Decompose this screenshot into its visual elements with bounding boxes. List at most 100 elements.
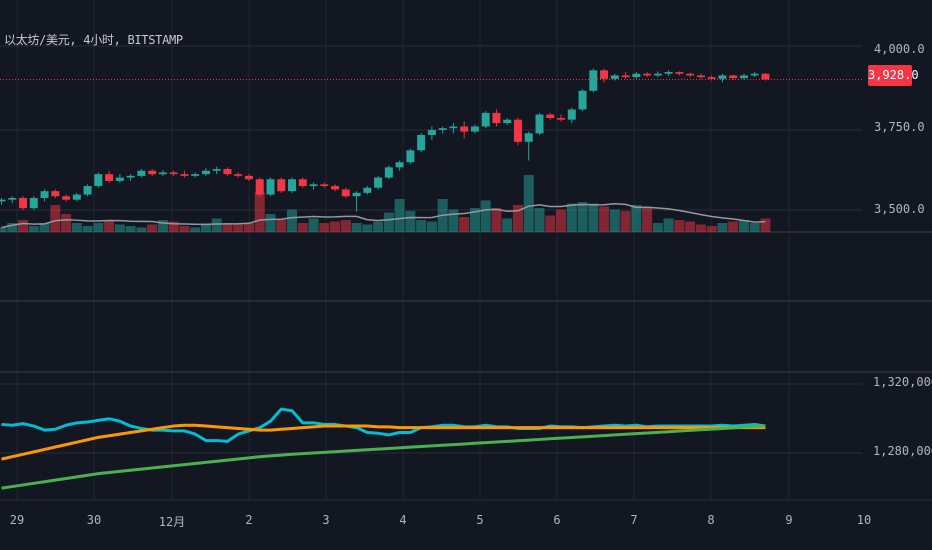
volume-bar: [609, 209, 620, 232]
volume-bar: [157, 220, 168, 232]
volume-bar: [523, 175, 534, 232]
candle-body: [288, 179, 297, 192]
candle-body: [298, 179, 307, 187]
candle-body: [481, 112, 490, 127]
time-label-8: 8: [707, 513, 715, 527]
volume-bar: [340, 220, 351, 232]
candle-body: [51, 191, 60, 197]
candle-body: [126, 175, 135, 178]
volume-bar: [685, 221, 696, 232]
volume-bar: [7, 223, 18, 232]
candle-body: [535, 114, 544, 134]
volume-bar: [0, 227, 7, 232]
time-label-dec: 12月: [158, 515, 186, 529]
volume-bar: [233, 224, 244, 232]
time-label-2: 2: [245, 513, 253, 527]
candle-body: [191, 174, 200, 176]
candle-body: [610, 75, 619, 79]
candle-body: [266, 179, 275, 195]
candle-body: [739, 75, 748, 79]
orange-indicator-line: [1, 423, 766, 461]
candle-body: [492, 112, 501, 124]
volume-bar: [71, 223, 82, 232]
volume-bar: [136, 227, 147, 232]
candle-body: [8, 197, 17, 200]
candle-body: [653, 73, 662, 76]
volume-bar: [319, 223, 330, 232]
volume-bar: [147, 224, 158, 232]
volume-bar: [749, 223, 760, 232]
candle-body: [664, 72, 673, 74]
volume-bar: [28, 226, 39, 232]
candle-body: [567, 109, 576, 120]
candle-body: [460, 126, 469, 132]
candle-body: [277, 179, 286, 192]
volume-bar: [383, 212, 394, 232]
volume-bar: [556, 209, 567, 232]
candle-body: [384, 167, 393, 178]
volume-bar: [276, 220, 287, 232]
volume-bar: [330, 221, 341, 232]
volume-bar: [308, 218, 319, 232]
candle-body: [546, 114, 555, 118]
volume-bar: [631, 205, 642, 232]
symbol-title[interactable]: 以太坊/美元, 4小时, BITSTAMP: [4, 33, 183, 47]
volume-bar: [512, 205, 523, 232]
volume-bar: [168, 221, 179, 232]
candle-body: [417, 135, 426, 151]
volume-bar: [480, 200, 491, 232]
volume-bar: [297, 223, 308, 232]
volume-bar: [211, 218, 222, 232]
time-label-9: 9: [785, 513, 793, 527]
indicator-tick-1320000: 1,320,000.0: [873, 375, 932, 389]
time-label-7: 7: [630, 513, 638, 527]
volume-bar: [125, 226, 136, 232]
candle-body: [320, 184, 329, 187]
candle-body: [761, 73, 770, 80]
volume-bar: [265, 214, 276, 232]
time-label-29: 29: [9, 513, 25, 527]
candle-body: [395, 162, 404, 168]
volume-bar: [82, 226, 93, 232]
last-price-label: 3,928.0: [868, 65, 919, 86]
candle-body: [223, 169, 232, 175]
candle-body: [750, 73, 759, 76]
price-tick-3500: 3,500.0: [874, 202, 925, 216]
volume-bar: [469, 208, 480, 232]
volume-bar: [459, 217, 470, 232]
candle-body: [686, 73, 695, 76]
candle-body: [578, 90, 587, 110]
volume-bar: [405, 211, 416, 232]
candle-body: [427, 129, 436, 135]
candle-body: [255, 179, 264, 195]
volume-bar: [502, 218, 513, 232]
candle-body: [449, 126, 458, 129]
volume-bar: [114, 224, 125, 232]
candle-body: [524, 133, 533, 142]
volume-bar: [599, 206, 610, 232]
volume-bar: [706, 226, 717, 232]
candle-body: [696, 75, 705, 78]
time-label-6: 6: [553, 513, 561, 527]
time-label-5: 5: [476, 513, 484, 527]
volume-bar: [287, 209, 298, 232]
volume-ma-line: [1, 203, 766, 229]
candle-body: [331, 186, 340, 190]
volume-bar: [728, 221, 739, 232]
volume-bar: [620, 211, 631, 232]
volume-bar: [491, 208, 502, 232]
time-label-10: 10: [856, 513, 872, 527]
candle-body: [363, 187, 372, 193]
candle-body: [212, 169, 221, 171]
volume-bar: [93, 223, 104, 232]
candle-body: [643, 73, 652, 76]
time-label-4: 4: [399, 513, 407, 527]
volume-bar: [717, 223, 728, 232]
candle-body: [148, 170, 157, 175]
candle-body: [470, 126, 479, 132]
volume-bar: [545, 215, 556, 232]
candle-body: [201, 170, 210, 175]
green-indicator-line: [1, 424, 766, 490]
candle-body: [557, 117, 566, 120]
